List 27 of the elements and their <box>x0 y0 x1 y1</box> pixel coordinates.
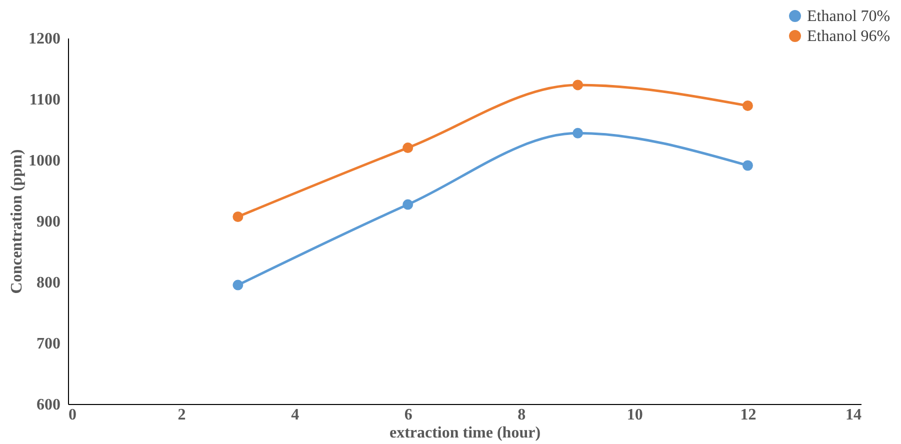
x-tick-label: 12 <box>740 406 756 424</box>
y-tick-label: 1000 <box>28 152 60 170</box>
legend-label: Ethanol 96% <box>807 28 890 45</box>
x-tick-label: 10 <box>626 406 643 424</box>
x-tick-label: 6 <box>404 406 412 424</box>
y-tick-label: 600 <box>36 396 60 414</box>
point <box>232 280 244 290</box>
point <box>742 100 753 111</box>
point <box>232 211 244 222</box>
x-tick-label: 14 <box>846 406 862 424</box>
point <box>402 142 414 154</box>
y-tick-label: 700 <box>36 336 60 352</box>
y-tick-label: 1200 <box>28 30 60 48</box>
y-tick-label: 900 <box>36 214 60 230</box>
x-tick-label: 2 <box>178 406 186 424</box>
y-tick-label: 800 <box>36 274 60 292</box>
point <box>572 128 584 138</box>
x-axis-title: extraction time (hour) <box>389 424 541 442</box>
point <box>402 199 414 210</box>
point <box>572 80 584 90</box>
legend-label: Ethanol 70% <box>807 8 890 25</box>
point <box>742 160 753 171</box>
y-axis-title: Concentration (ppm) <box>8 149 26 294</box>
x-tick-label: 8 <box>518 406 526 424</box>
y-tick-label: 1100 <box>29 92 60 108</box>
x-tick-label: 4 <box>291 406 300 424</box>
x-tick-label: 0 <box>68 406 76 424</box>
